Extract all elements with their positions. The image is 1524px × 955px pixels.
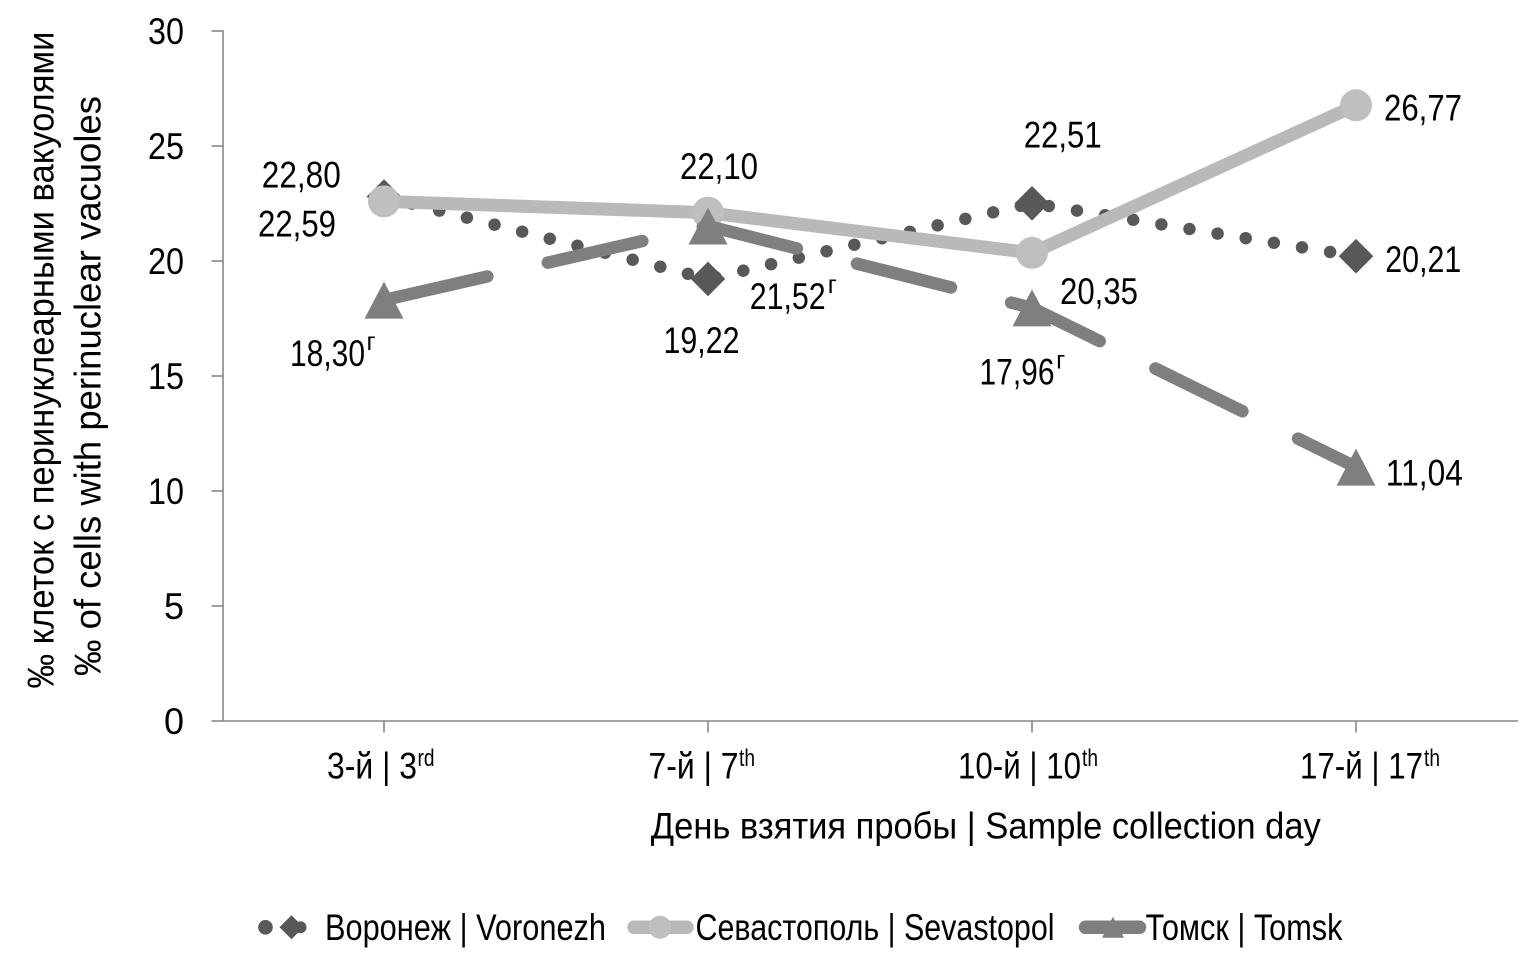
svg-text:0: 0 [164,701,184,742]
svg-text:Воронеж | Voronezh: Воронеж | Voronezh [325,907,606,948]
svg-text:3-й | 3: 3-й | 3 [327,746,417,787]
svg-text:г: г [1056,346,1065,374]
svg-text:10-й | 10: 10-й | 10 [958,746,1081,787]
svg-text:5: 5 [164,586,184,627]
svg-text:26,77: 26,77 [1384,88,1462,129]
svg-text:25: 25 [148,126,184,167]
svg-text:th: th [1082,745,1098,772]
svg-text:г: г [367,328,376,356]
svg-text:18,30: 18,30 [290,333,365,374]
svg-text:7-й | 7: 7-й | 7 [649,746,739,787]
svg-text:30: 30 [148,11,184,52]
svg-text:rd: rd [418,745,435,772]
svg-text:День взятия пробы | Sample col: День взятия пробы | Sample collection da… [651,805,1321,846]
svg-text:22,80: 22,80 [262,155,341,196]
svg-text:20,21: 20,21 [1385,239,1461,280]
svg-text:10: 10 [148,471,184,512]
svg-text:22,59: 22,59 [258,204,336,245]
svg-text:20: 20 [148,241,184,282]
svg-text:г: г [828,271,837,299]
svg-text:20,35: 20,35 [1060,271,1138,312]
svg-text:17-й | 17: 17-й | 17 [1300,746,1423,787]
svg-text:th: th [739,745,755,772]
svg-text:11,04: 11,04 [1386,453,1463,494]
svg-text:‰ of cells with perinuclear va: ‰ of cells with perinuclear vacuoles [68,96,109,676]
svg-text:21,52: 21,52 [750,276,826,317]
svg-text:17,96: 17,96 [980,351,1055,392]
svg-text:22,10: 22,10 [680,146,758,187]
svg-text:Севастополь | Sevastopol: Севастополь | Sevastopol [696,907,1055,948]
svg-text:19,22: 19,22 [664,320,740,361]
svg-text:‰ клеток с перинуклеарными вак: ‰ клеток с перинуклеарными вакуолями [21,32,62,689]
svg-text:22,51: 22,51 [1024,114,1102,155]
svg-text:Томск | Tomsk: Томск | Tomsk [1146,907,1343,948]
svg-text:th: th [1424,745,1440,772]
svg-text:15: 15 [148,356,184,397]
